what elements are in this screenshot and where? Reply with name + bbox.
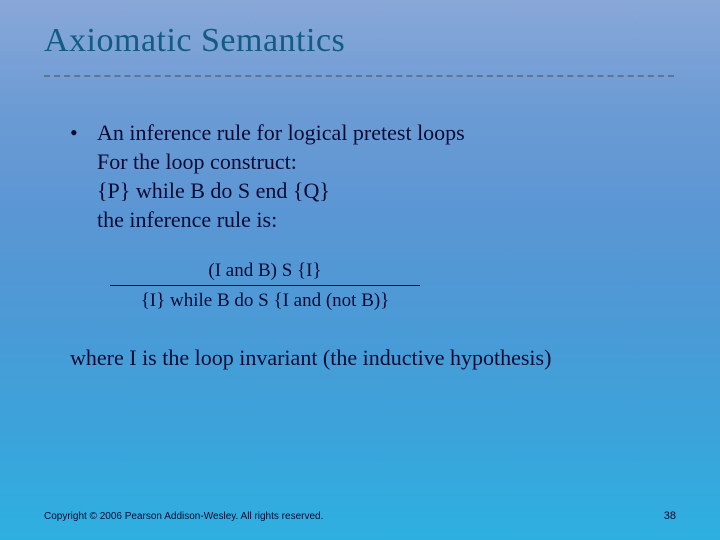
- copyright-footer: Copyright © 2006 Pearson Addison-Wesley.…: [44, 511, 323, 522]
- slide-content: • An inference rule for logical pretest …: [70, 118, 660, 372]
- slide: Axiomatic Semantics • An inference rule …: [0, 0, 720, 540]
- bullet-line-1: An inference rule for logical pretest lo…: [97, 118, 660, 147]
- rule-numerator: (I and B) S {I}: [110, 258, 420, 285]
- inference-rule: (I and B) S {I} {I} while B do S {I and …: [110, 258, 660, 313]
- closing-text: where I is the loop invariant (the induc…: [70, 343, 660, 372]
- slide-title: Axiomatic Semantics: [44, 22, 345, 60]
- page-number: 38: [664, 510, 676, 522]
- bullet-marker: •: [70, 118, 96, 234]
- rule-denominator: {I} while B do S {I and (not B)}: [110, 286, 420, 313]
- bullet-line-2: For the loop construct:: [97, 147, 660, 176]
- bullet-item: • An inference rule for logical pretest …: [70, 118, 660, 234]
- title-underline: [44, 75, 674, 77]
- bullet-body: An inference rule for logical pretest lo…: [96, 118, 660, 234]
- bullet-line-4: the inference rule is:: [97, 205, 660, 234]
- bullet-line-3: {P} while B do S end {Q}: [97, 176, 660, 205]
